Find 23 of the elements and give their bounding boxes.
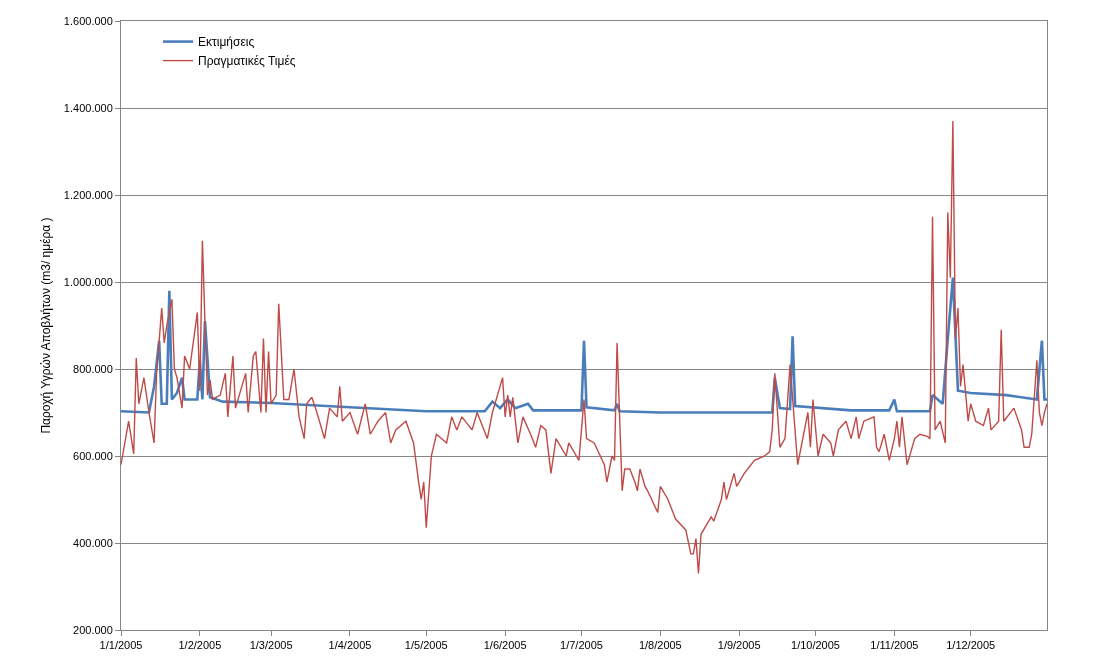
x-tick-label: 1/3/2005 bbox=[249, 639, 293, 652]
x-tick-label: 1/11/2005 bbox=[870, 639, 919, 652]
x-tick-label: 1/1/2005 bbox=[99, 639, 143, 652]
legend-label: Πραγματικές Τιμές bbox=[198, 54, 296, 69]
y-axis-title: Παροχή Υγρών Αποβλήτων (m3/ ημέρα ) bbox=[39, 217, 54, 434]
y-tick-label: 800.000 bbox=[73, 362, 113, 375]
x-tick-label: 1/2/2005 bbox=[178, 639, 222, 652]
x-tick-label: 1/6/2005 bbox=[483, 639, 527, 652]
x-tick-label: 1/9/2005 bbox=[717, 639, 761, 652]
y-tick-label: 1.400.000 bbox=[63, 101, 113, 114]
y-tick-label: 1.000.000 bbox=[63, 275, 113, 288]
x-tick-label: 1/5/2005 bbox=[404, 639, 448, 652]
x-tick-label: 1/12/2005 bbox=[946, 639, 996, 652]
y-tick-label: 200.000 bbox=[73, 623, 113, 636]
y-tick-label: 1.200.000 bbox=[63, 188, 113, 201]
y-tick-label: 400.000 bbox=[73, 536, 113, 549]
x-tick-label: 1/7/2005 bbox=[560, 639, 603, 652]
legend-label: Εκτιμήσεις bbox=[198, 35, 255, 50]
x-tick-label: 1/4/2005 bbox=[328, 639, 372, 652]
x-tick-label: 1/10/2005 bbox=[791, 639, 840, 652]
x-tick-label: 1/8/2005 bbox=[638, 639, 682, 652]
y-tick-label: 1.600.000 bbox=[63, 14, 113, 27]
y-tick-label: 600.000 bbox=[73, 449, 113, 462]
